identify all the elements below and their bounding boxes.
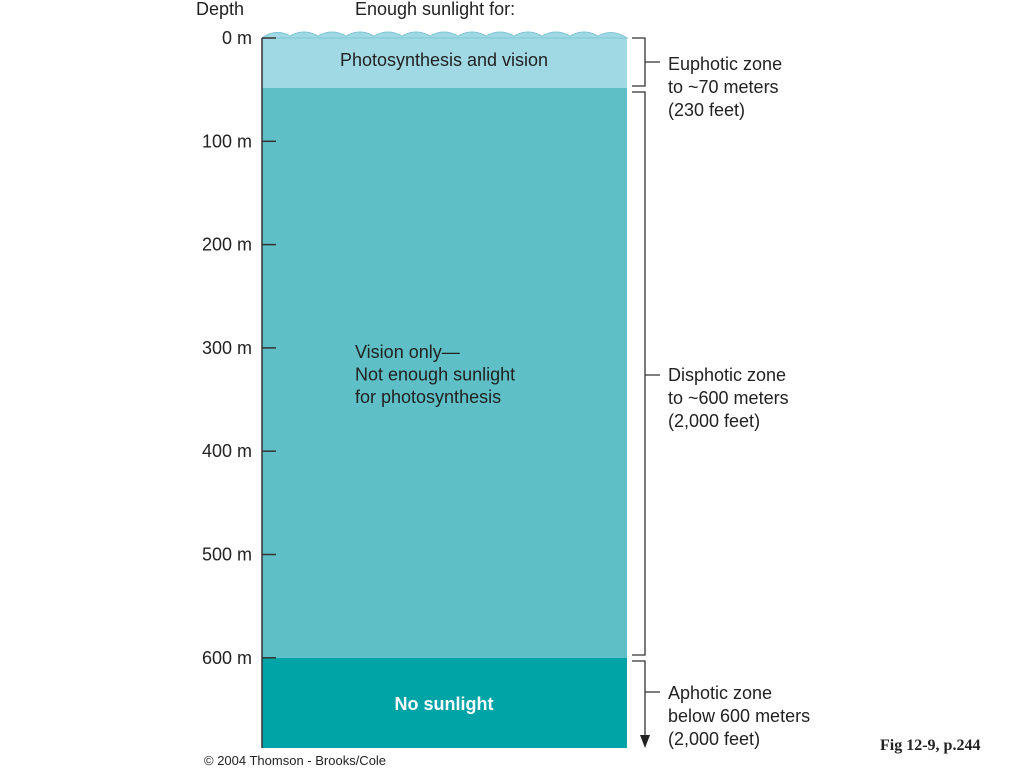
depth-label: 300 m [202, 338, 252, 358]
zone-text: to ~70 meters [668, 77, 779, 97]
depth-header: Depth [196, 0, 244, 19]
zone-text: to ~600 meters [668, 388, 789, 408]
depth-label: 400 m [202, 441, 252, 461]
layer-text: Not enough sunlight [355, 365, 515, 385]
depth-label: 0 m [222, 28, 252, 48]
layer-text: Photosynthesis and vision [340, 50, 548, 70]
zone-text: (230 feet) [668, 100, 745, 120]
water-surface [260, 31, 629, 39]
zone-text: (2,000 feet) [668, 411, 760, 431]
credit: © 2004 Thomson - Brooks/Cole [204, 753, 386, 768]
zone-brackets [632, 37, 660, 740]
disphotic-layer [262, 88, 627, 658]
depth-label: 600 m [202, 648, 252, 668]
figure-label: Fig 12-9, p.244 [880, 737, 980, 754]
euphotic-layer [262, 38, 627, 88]
layer-text: Vision only— [355, 342, 460, 362]
depth-label: 500 m [202, 545, 252, 565]
depth-label: 200 m [202, 235, 252, 255]
zone-text: Disphotic zone [668, 365, 786, 385]
aphotic-layer [262, 658, 627, 748]
zone-text: below 600 meters [668, 706, 810, 726]
layer-text: No sunlight [395, 694, 494, 714]
sunlight-header: Enough sunlight for: [355, 0, 515, 19]
depth-label: 100 m [202, 131, 252, 151]
zone-text: (2,000 feet) [668, 729, 760, 749]
layer-text: for photosynthesis [355, 387, 501, 407]
zone-text: Aphotic zone [668, 683, 772, 703]
zone-text: Euphotic zone [668, 54, 782, 74]
depth-arrow [640, 735, 650, 748]
